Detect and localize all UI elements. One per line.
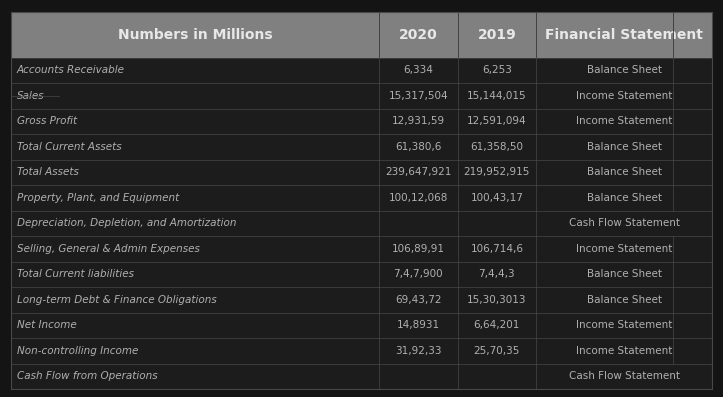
Text: 12,931,59: 12,931,59 (392, 116, 445, 126)
Bar (11, 134, 712, 160)
Text: Cash Flow Statement: Cash Flow Statement (569, 371, 680, 381)
Text: Total Assets: Total Assets (17, 167, 79, 177)
Bar (11, 287, 712, 312)
Text: Cash Flow from Operations: Cash Flow from Operations (17, 371, 158, 381)
Text: Balance Sheet: Balance Sheet (586, 193, 662, 203)
Text: 2019: 2019 (477, 28, 516, 42)
Bar (11, 83, 712, 108)
Text: 6,334: 6,334 (403, 66, 433, 75)
Bar (11, 364, 712, 389)
Text: Income Statement: Income Statement (576, 320, 672, 330)
Text: Total Current Assets: Total Current Assets (17, 142, 121, 152)
Bar (11, 160, 712, 185)
Bar (11, 210, 712, 236)
Text: 106,714,6: 106,714,6 (471, 244, 523, 254)
Text: 25,70,35: 25,70,35 (474, 346, 520, 356)
Text: Balance Sheet: Balance Sheet (586, 295, 662, 305)
Text: Long-term Debt & Finance Obligations: Long-term Debt & Finance Obligations (17, 295, 216, 305)
Text: 15,317,504: 15,317,504 (388, 91, 448, 101)
Bar (11, 262, 712, 287)
Text: Balance Sheet: Balance Sheet (586, 167, 662, 177)
Text: Sales: Sales (17, 91, 44, 101)
Text: 61,358,50: 61,358,50 (471, 142, 523, 152)
Text: Income Statement: Income Statement (576, 346, 672, 356)
Bar (11, 58, 712, 83)
Text: 2020: 2020 (399, 28, 437, 42)
Bar (11, 185, 712, 210)
Bar (11, 108, 712, 134)
Text: Balance Sheet: Balance Sheet (586, 142, 662, 152)
Text: 31,92,33: 31,92,33 (395, 346, 442, 356)
Text: Balance Sheet: Balance Sheet (586, 66, 662, 75)
Text: Property, Plant, and Equipment: Property, Plant, and Equipment (17, 193, 179, 203)
Text: 69,43,72: 69,43,72 (395, 295, 442, 305)
Bar (458, 12, 536, 58)
Text: 100,43,17: 100,43,17 (471, 193, 523, 203)
Text: 219,952,915: 219,952,915 (463, 167, 530, 177)
Text: Balance Sheet: Balance Sheet (586, 269, 662, 279)
Text: Income Statement: Income Statement (576, 116, 672, 126)
Text: 7,4,7,900: 7,4,7,900 (393, 269, 443, 279)
Text: Gross Profit: Gross Profit (17, 116, 77, 126)
Text: 61,380,6: 61,380,6 (395, 142, 442, 152)
Text: Total Current liabilities: Total Current liabilities (17, 269, 134, 279)
Text: 6,253: 6,253 (482, 66, 512, 75)
Text: Numbers in Millions: Numbers in Millions (118, 28, 273, 42)
Text: Selling, General & Admin Expenses: Selling, General & Admin Expenses (17, 244, 200, 254)
Text: 14,8931: 14,8931 (397, 320, 440, 330)
Text: 15,30,3013: 15,30,3013 (467, 295, 526, 305)
Text: 239,647,921: 239,647,921 (385, 167, 451, 177)
Text: Non-controlling Income: Non-controlling Income (17, 346, 138, 356)
Bar (11, 236, 712, 262)
Text: 15,144,015: 15,144,015 (467, 91, 526, 101)
Text: Financial Statement: Financial Statement (545, 28, 703, 42)
Text: Income Statement: Income Statement (576, 244, 672, 254)
Text: Cash Flow Statement: Cash Flow Statement (569, 218, 680, 228)
Bar (11, 312, 712, 338)
Bar (11, 12, 379, 58)
Text: Income Statement: Income Statement (576, 91, 672, 101)
Text: 7,4,4,3: 7,4,4,3 (479, 269, 515, 279)
Text: 12,591,094: 12,591,094 (467, 116, 526, 126)
Bar (536, 12, 712, 58)
Bar (11, 338, 712, 364)
Bar (379, 12, 458, 58)
Text: 6,64,201: 6,64,201 (474, 320, 520, 330)
Text: 100,12,068: 100,12,068 (389, 193, 448, 203)
Text: Depreciation, Depletion, and Amortization: Depreciation, Depletion, and Amortizatio… (17, 218, 236, 228)
Text: Net Income: Net Income (17, 320, 77, 330)
Text: 106,89,91: 106,89,91 (392, 244, 445, 254)
Text: Accounts Receivable: Accounts Receivable (17, 66, 124, 75)
